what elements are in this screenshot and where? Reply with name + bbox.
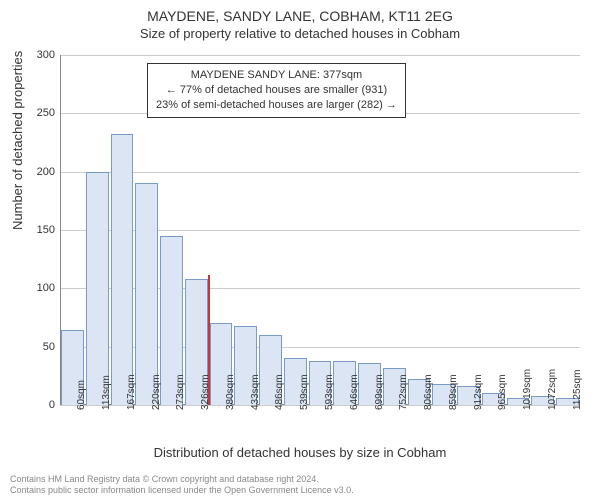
chart-container: MAYDENE, SANDY LANE, COBHAM, KT11 2EG Si… — [0, 0, 600, 500]
annotation-line: 23% of semi-detached houses are larger (… — [156, 98, 397, 113]
footer: Contains HM Land Registry data © Crown c… — [10, 474, 354, 496]
footer-line-1: Contains HM Land Registry data © Crown c… — [10, 474, 354, 485]
bar — [135, 183, 158, 405]
y-tick: 50 — [25, 341, 55, 353]
footer-line-2: Contains public sector information licen… — [10, 485, 354, 496]
y-tick: 250 — [25, 107, 55, 119]
annotation-line: ← 77% of detached houses are smaller (93… — [156, 83, 397, 98]
x-axis-label: Distribution of detached houses by size … — [0, 445, 600, 460]
y-tick: 100 — [25, 282, 55, 294]
chart-inner: 05010015020025030060sqm113sqm167sqm220sq… — [60, 55, 580, 405]
plot-area: 05010015020025030060sqm113sqm167sqm220sq… — [60, 55, 580, 405]
bar — [86, 172, 109, 405]
marker-line — [208, 275, 210, 405]
bar — [111, 134, 134, 405]
y-tick: 200 — [25, 166, 55, 178]
annotation-box: MAYDENE SANDY LANE: 377sqm← 77% of detac… — [147, 63, 406, 118]
y-tick: 150 — [25, 224, 55, 236]
chart-subtitle: Size of property relative to detached ho… — [0, 24, 600, 45]
y-axis-label: Number of detached properties — [10, 51, 25, 230]
annotation-line: MAYDENE SANDY LANE: 377sqm — [156, 68, 397, 83]
y-tick: 0 — [25, 399, 55, 411]
y-tick: 300 — [25, 49, 55, 61]
chart-title: MAYDENE, SANDY LANE, COBHAM, KT11 2EG — [0, 0, 600, 24]
